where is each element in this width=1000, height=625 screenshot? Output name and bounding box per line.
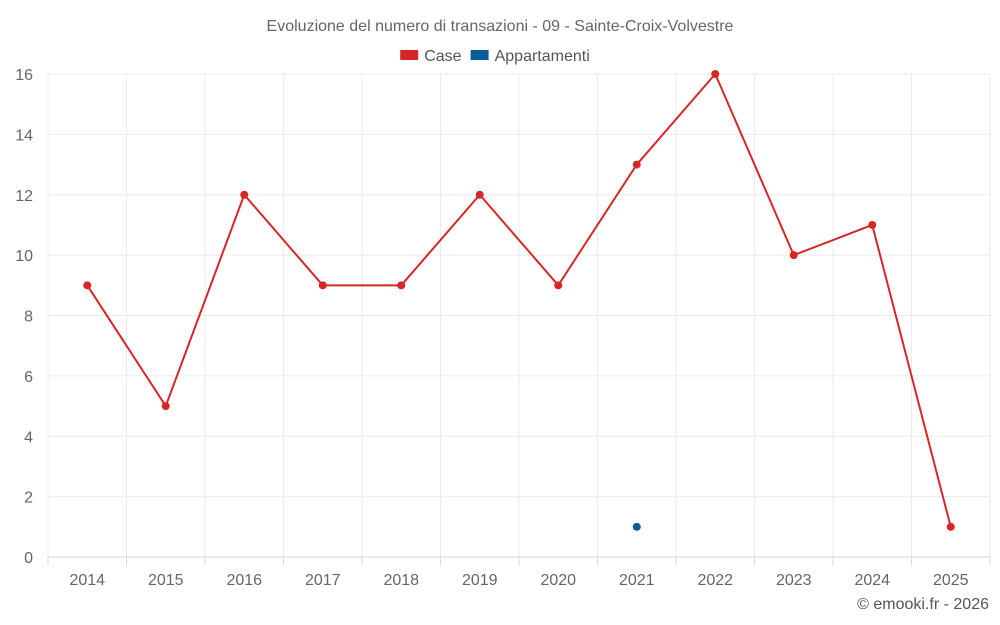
y-tick-label: 0: [24, 550, 33, 567]
x-tick-label: 2015: [148, 572, 184, 589]
data-point-case: [475, 190, 484, 199]
x-tick-label: 2020: [540, 572, 576, 589]
series-layer: [83, 70, 955, 531]
legend-label: Case: [424, 48, 461, 65]
legend-swatch: [470, 50, 489, 60]
x-tick-label: 2024: [854, 572, 890, 589]
y-tick-label: 16: [15, 67, 33, 84]
series-line-case: [86, 73, 952, 528]
x-tick-label: 2019: [462, 572, 498, 589]
data-point-case: [318, 281, 327, 290]
y-tick-label: 2: [24, 490, 33, 507]
data-point-case: [161, 402, 170, 411]
y-tick-label: 4: [24, 429, 33, 446]
chart-title: Evoluzione del numero di transazioni - 0…: [267, 18, 734, 35]
data-point-case: [83, 281, 92, 290]
data-point-appartamenti: [632, 522, 641, 531]
x-tick-label: 2016: [226, 572, 262, 589]
data-point-case: [554, 281, 563, 290]
x-tick-label: 2023: [776, 572, 812, 589]
y-tick-label: 14: [15, 127, 33, 144]
x-tick-label: 2017: [305, 572, 341, 589]
data-point-case: [946, 522, 955, 531]
legend-item-appartamenti: Appartamenti: [470, 48, 590, 65]
x-axis: 2014 2015 2016 2017 2018 2019 2020 2021 2022 2023…: [47, 556, 991, 589]
credit-text: © emooki.fr - 2026: [857, 596, 989, 613]
x-tick-label: 2014: [69, 572, 105, 589]
data-point-case: [868, 220, 877, 229]
legend: Case Appartamenti: [400, 48, 590, 65]
data-point-case: [632, 160, 641, 169]
data-point-case: [240, 190, 249, 199]
y-tick-label: 8: [24, 309, 33, 326]
legend-swatch: [400, 50, 419, 60]
x-tick-label: 2022: [697, 572, 733, 589]
y-tick-label: 6: [24, 369, 33, 386]
legend-item-case: Case: [400, 48, 462, 65]
x-tick-label: 2025: [933, 572, 969, 589]
y-tick-label: 10: [15, 248, 33, 265]
y-tick-label: 12: [15, 188, 33, 205]
x-tick-label: 2018: [383, 572, 419, 589]
data-point-case: [711, 70, 720, 78]
grid: [47, 73, 991, 557]
data-point-case: [789, 251, 798, 260]
x-tick-label: 2021: [619, 572, 655, 589]
data-point-case: [397, 281, 406, 290]
legend-label: Appartamenti: [495, 48, 590, 65]
y-axis: 0 2 4 6 8 10 12 14 16: [15, 67, 33, 567]
